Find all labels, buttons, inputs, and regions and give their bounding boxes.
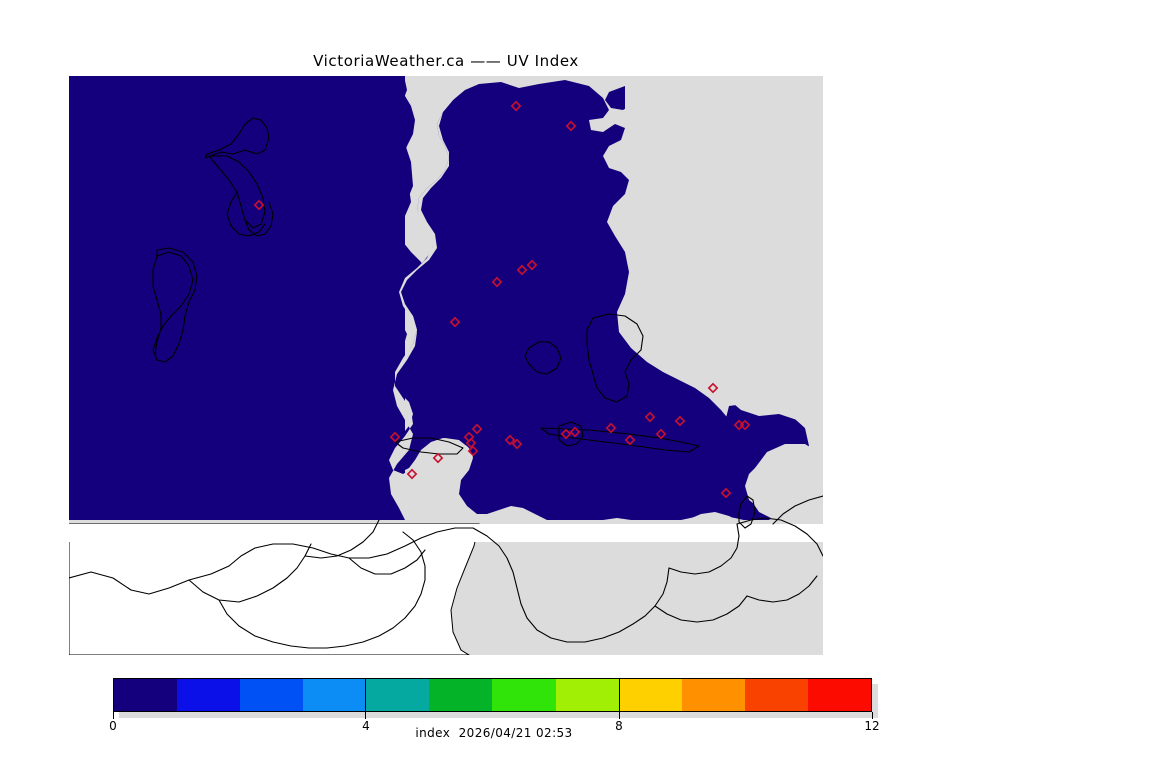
station-marker[interactable] — [511, 438, 523, 450]
station-marker[interactable] — [707, 382, 719, 394]
station-marker[interactable] — [720, 487, 732, 499]
colorbar-tick-mark — [618, 712, 620, 719]
colorbar-tick-label: 12 — [864, 719, 880, 733]
colorbar-segment[interactable] — [177, 679, 241, 711]
colorbar-caption: index 2026/04/21 02:53 — [415, 726, 573, 740]
colorbar-strip[interactable] — [113, 678, 872, 712]
colorbar[interactable] — [113, 678, 878, 718]
colorbar-segment[interactable] — [429, 679, 493, 711]
station-marker[interactable] — [516, 264, 528, 276]
colorbar-tick-label: 4 — [362, 719, 370, 733]
station-marker[interactable] — [463, 431, 475, 443]
colorbar-divider — [618, 678, 620, 712]
station-marker[interactable] — [504, 434, 516, 446]
station-marker[interactable] — [449, 316, 461, 328]
station-marker[interactable] — [569, 426, 581, 438]
station-marker[interactable] — [605, 422, 617, 434]
station-marker[interactable] — [465, 437, 477, 449]
colorbar-tick-label: 8 — [615, 719, 623, 733]
station-marker[interactable] — [432, 452, 444, 464]
station-markers[interactable] — [253, 100, 751, 499]
colorbar-ticks: 0 4 8 12 — [109, 712, 880, 733]
coastlines — [69, 117, 823, 649]
colorbar-segment[interactable] — [492, 679, 556, 711]
colorbar-tick-mark — [112, 712, 114, 719]
station-marker[interactable] — [510, 100, 522, 112]
station-marker[interactable] — [644, 411, 656, 423]
station-marker[interactable] — [471, 423, 483, 435]
page-title: VictoriaWeather.ca —— UV Index — [313, 52, 579, 70]
colorbar-tick-mark — [871, 712, 873, 719]
station-marker[interactable] — [655, 428, 667, 440]
station-marker[interactable] — [674, 415, 686, 427]
station-marker[interactable] — [560, 428, 572, 440]
colorbar-tick-label: 0 — [109, 719, 117, 733]
station-marker[interactable] — [491, 276, 503, 288]
uv-field-shapes — [69, 76, 809, 526]
station-marker[interactable] — [739, 419, 751, 431]
colorbar-segment[interactable] — [366, 679, 430, 711]
colorbar-segment[interactable] — [618, 679, 682, 711]
colorbar-segment[interactable] — [744, 679, 808, 711]
station-marker[interactable] — [467, 445, 479, 457]
colorbar-segment[interactable] — [681, 679, 745, 711]
station-marker[interactable] — [406, 468, 418, 480]
station-marker[interactable] — [624, 434, 636, 446]
colorbar-segment[interactable] — [303, 679, 367, 711]
map-canvas[interactable] — [69, 76, 823, 655]
station-marker[interactable] — [389, 431, 401, 443]
colorbar-segment[interactable] — [807, 679, 871, 711]
map-panel[interactable] — [69, 76, 823, 655]
colorbar-segment[interactable] — [555, 679, 619, 711]
colorbar-divider — [365, 678, 367, 712]
station-marker[interactable] — [253, 199, 265, 211]
station-marker[interactable] — [565, 120, 577, 132]
station-marker[interactable] — [526, 259, 538, 271]
colorbar-segment[interactable] — [114, 679, 178, 711]
colorbar-tick-mark — [365, 712, 367, 719]
colorbar-segment[interactable] — [240, 679, 304, 711]
